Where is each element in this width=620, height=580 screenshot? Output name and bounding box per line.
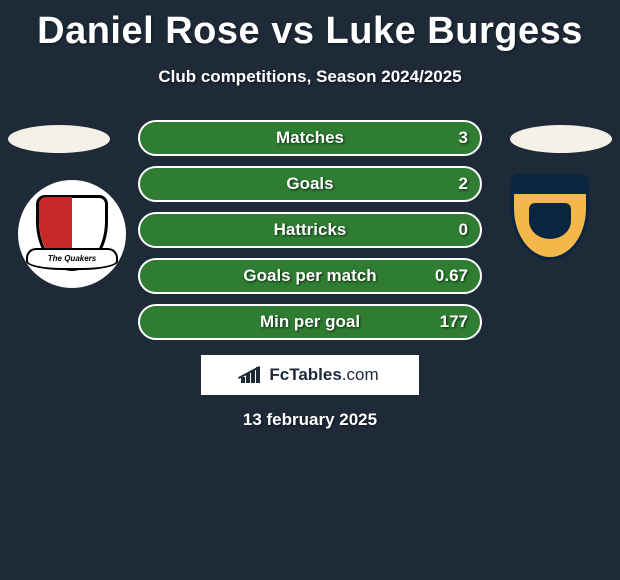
stat-row-goals-per-match: Goals per match 0.67: [138, 258, 482, 294]
stat-row-goals: Goals 2: [138, 166, 482, 202]
stat-value: 0.67: [435, 266, 468, 286]
brand-text-bold: FcTables: [269, 365, 341, 384]
stat-label: Goals: [286, 174, 333, 194]
stat-label: Hattricks: [274, 220, 347, 240]
stat-value: 177: [440, 312, 468, 332]
right-club-shield-icon: [511, 174, 589, 260]
brand-text: FcTables.com: [269, 365, 378, 385]
fctables-chart-icon: [241, 367, 263, 383]
subtitle: Club competitions, Season 2024/2025: [0, 67, 620, 87]
stat-value: 0: [459, 220, 468, 240]
stat-value: 3: [459, 128, 468, 148]
brand-box[interactable]: FcTables.com: [200, 354, 420, 396]
stat-value: 2: [459, 174, 468, 194]
stat-label: Matches: [276, 128, 344, 148]
stat-label: Min per goal: [260, 312, 360, 332]
left-club-banner: The Quakers: [26, 248, 118, 270]
player-right-ellipse: [510, 125, 612, 153]
date-label: 13 february 2025: [0, 410, 620, 430]
stat-row-min-per-goal: Min per goal 177: [138, 304, 482, 340]
brand-text-light: .com: [342, 365, 379, 384]
player-left-ellipse: [8, 125, 110, 153]
stat-row-matches: Matches 3: [138, 120, 482, 156]
stat-label: Goals per match: [243, 266, 376, 286]
page-title: Daniel Rose vs Luke Burgess: [0, 0, 620, 53]
stats-bars: Matches 3 Goals 2 Hattricks 0 Goals per …: [138, 120, 482, 350]
stat-row-hattricks: Hattricks 0: [138, 212, 482, 248]
